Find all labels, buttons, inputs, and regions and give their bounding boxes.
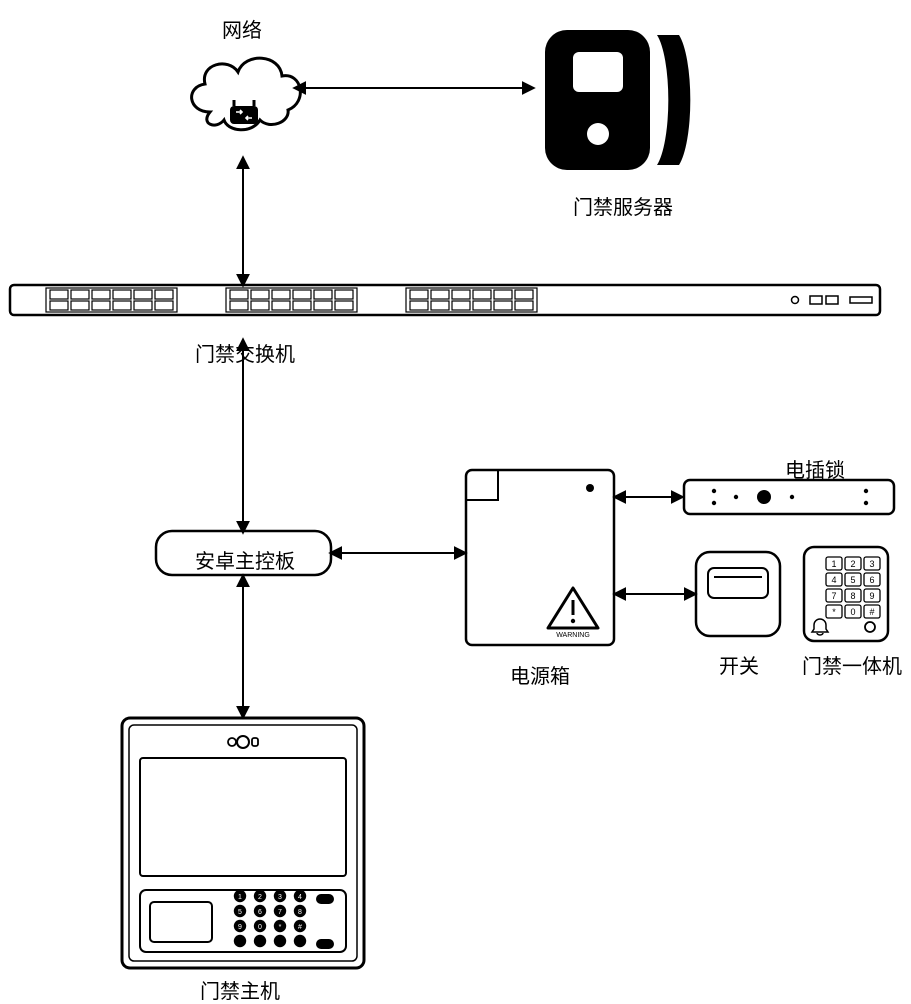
svg-text:3: 3 [869,559,874,569]
power-box-node: WARNING [466,470,614,645]
svg-text:7: 7 [278,909,282,916]
warning-text: WARNING [556,632,590,639]
switch-btn-node [696,552,780,636]
keypad-node: 1 2 3 4 5 6 7 8 9 * 0 # [804,547,888,641]
switch-port [251,290,269,299]
svg-text:1: 1 [831,559,836,569]
host-key [294,935,306,947]
svg-text:*: * [279,924,282,931]
switch-port [335,301,353,310]
keypad-label: 门禁一体机 [802,650,902,679]
switch-port [113,301,131,310]
host-key [254,935,266,947]
switch-port [473,301,491,310]
switch-port [431,301,449,310]
server-label: 门禁服务器 [573,191,673,220]
network-label: 网络 [222,14,262,43]
switch-port [230,290,248,299]
switch-port [113,290,131,299]
svg-text:3: 3 [278,894,282,901]
switch-port [515,301,533,310]
switch-label: 门禁交换机 [195,338,295,367]
switch-port [431,290,449,299]
switch-btn-label: 开关 [719,650,759,679]
switch-port [50,301,68,310]
host-key [234,935,246,947]
svg-text:2: 2 [850,559,855,569]
svg-text:0: 0 [258,924,262,931]
svg-text:5: 5 [850,575,855,585]
diagram-canvas: WARNING 1 2 3 4 5 6 7 8 9 * 0 # [0,0,911,1000]
network-node [192,58,301,130]
svg-text:6: 6 [258,909,262,916]
svg-text:*: * [832,607,836,617]
svg-text:5: 5 [238,909,242,916]
svg-text:9: 9 [869,591,874,601]
switch-port [314,290,332,299]
switch-port [272,290,290,299]
power-box-label: 电源箱 [510,660,570,689]
svg-text:2: 2 [258,894,262,901]
svg-text:8: 8 [298,909,302,916]
switch-port [71,290,89,299]
android-board-label: 安卓主控板 [195,545,295,574]
svg-text:4: 4 [298,894,302,901]
svg-text:#: # [298,924,302,931]
elock-node [684,480,894,514]
switch-port [50,290,68,299]
svg-text:8: 8 [850,591,855,601]
switch-port [155,301,173,310]
switch-node [10,285,880,315]
switch-port [494,301,512,310]
switch-port [272,301,290,310]
switch-port [515,290,533,299]
svg-text:#: # [869,607,874,617]
switch-port [293,301,311,310]
switch-port [335,290,353,299]
host-key [274,935,286,947]
svg-text:0: 0 [850,607,855,617]
switch-port [134,290,152,299]
switch-port [92,290,110,299]
switch-port [452,290,470,299]
switch-port [251,301,269,310]
elock-label: 电插锁 [785,454,845,483]
svg-text:9: 9 [238,924,242,931]
svg-text:4: 4 [831,575,836,585]
svg-text:1: 1 [238,894,242,901]
switch-port [230,301,248,310]
switch-port [155,290,173,299]
switch-port [410,290,428,299]
switch-port [410,301,428,310]
switch-port [494,290,512,299]
switch-port [134,301,152,310]
switch-port [293,290,311,299]
door-host-node: 1 2 3 4 5 6 7 8 9 0 * # [122,718,364,968]
switch-port [314,301,332,310]
switch-port [452,301,470,310]
edges [243,88,695,717]
switch-port [71,301,89,310]
svg-text:7: 7 [831,591,836,601]
server-node [545,30,690,170]
svg-text:6: 6 [869,575,874,585]
switch-port [92,301,110,310]
switch-port [473,290,491,299]
